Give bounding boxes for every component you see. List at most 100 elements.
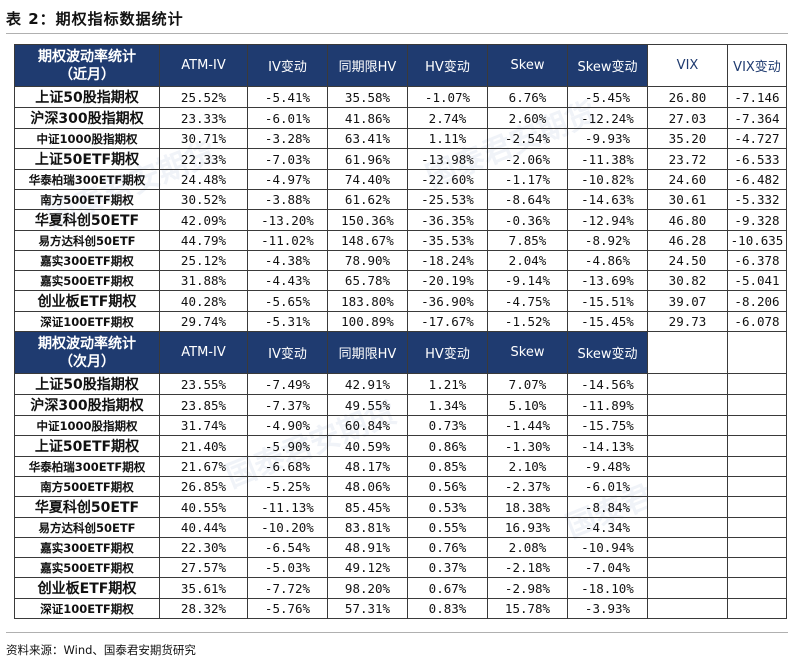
cell-hv: 48.17% bbox=[327, 456, 408, 477]
cell-iv-chg: -5.65% bbox=[247, 290, 328, 312]
cell-iv-chg: -6.01% bbox=[247, 107, 328, 129]
row-label: 华夏科创50ETF bbox=[14, 209, 160, 231]
option-stats-table: 期权波动率统计 （近月） ATM-IV IV变动 同期限HV HV变动 Skew Skew变动… bbox=[14, 44, 787, 619]
near-month-section: 期权波动率统计 （近月） ATM-IV IV变动 同期限HV HV变动 Skew Skew变动… bbox=[14, 44, 787, 332]
caption-divider bbox=[6, 33, 788, 34]
table-row: 深证100ETF期权 29.74% -5.31% 100.89% -17.67% -1.5… bbox=[14, 311, 787, 332]
cell-iv-chg: -4.90% bbox=[247, 415, 328, 436]
cell-hv-chg: 1.11% bbox=[407, 128, 488, 149]
cell-skew: 2.60% bbox=[487, 107, 568, 129]
empty-cell bbox=[727, 476, 787, 497]
cell-vix: 29.73 bbox=[647, 311, 728, 332]
cell-skew-chg: -7.04% bbox=[567, 557, 648, 578]
cell-iv-chg: -11.13% bbox=[247, 496, 328, 518]
cell-hv: 61.96% bbox=[327, 148, 408, 170]
cell-hv: 40.59% bbox=[327, 435, 408, 457]
row-label: 嘉实300ETF期权 bbox=[14, 250, 160, 271]
cell-hv-chg: 0.76% bbox=[407, 537, 488, 558]
table-row: 沪深300股指期权 23.33% -6.01% 41.86% 2.74% 2.60% -12… bbox=[14, 107, 787, 129]
cell-skew: -2.98% bbox=[487, 577, 568, 599]
table-row: 南方500ETF期权 30.52% -3.88% 61.62% -25.53% -8.64… bbox=[14, 189, 787, 210]
table-row: 上证50股指期权 23.55% -7.49% 42.91% 1.21% 7.07% -14.… bbox=[14, 373, 787, 395]
cell-iv-chg: -5.76% bbox=[247, 598, 328, 619]
cell-hv: 63.41% bbox=[327, 128, 408, 149]
empty-cell bbox=[727, 456, 787, 477]
empty-cell bbox=[727, 394, 787, 416]
cell-vix: 46.80 bbox=[647, 209, 728, 231]
cell-atm-iv: 21.67% bbox=[159, 456, 248, 477]
cell-hv-chg: 0.86% bbox=[407, 435, 488, 457]
row-label: 嘉实500ETF期权 bbox=[14, 270, 160, 291]
source-note: 资料来源：Wind、国泰君安期货研究 bbox=[6, 643, 196, 657]
cell-atm-iv: 30.71% bbox=[159, 128, 248, 149]
cell-skew: -1.44% bbox=[487, 415, 568, 436]
column-header: ATM-IV bbox=[159, 331, 248, 374]
cell-skew-chg: -13.69% bbox=[567, 270, 648, 291]
empty-cell bbox=[647, 394, 728, 416]
empty-cell bbox=[727, 577, 787, 599]
column-header: Skew bbox=[487, 331, 568, 374]
cell-vix-chg: -6.533 bbox=[727, 148, 787, 170]
cell-hv-chg: 2.74% bbox=[407, 107, 488, 129]
cell-hv-chg: -13.98% bbox=[407, 148, 488, 170]
header-stat-line1: 期权波动率统计 bbox=[38, 48, 136, 65]
cell-hv: 83.81% bbox=[327, 517, 408, 538]
cell-iv-chg: -5.90% bbox=[247, 435, 328, 457]
cell-atm-iv: 21.40% bbox=[159, 435, 248, 457]
cell-vix: 35.20 bbox=[647, 128, 728, 149]
column-header: 同期限HV bbox=[327, 331, 408, 374]
table-row: 华泰柏瑞300ETF期权 21.67% -6.68% 48.17% 0.85% 2.10%… bbox=[14, 456, 787, 477]
cell-hv: 183.80% bbox=[327, 290, 408, 312]
cell-hv: 49.55% bbox=[327, 394, 408, 416]
empty-cell bbox=[727, 537, 787, 558]
cell-skew: 18.38% bbox=[487, 496, 568, 518]
header-row: 期权波动率统计 （近月） ATM-IV IV变动 同期限HV HV变动 Skew Skew变动… bbox=[14, 44, 787, 87]
table-row: 易方达科创50ETF 44.79% -11.02% 148.67% -35.53% 7.8… bbox=[14, 230, 787, 251]
column-header: VIX bbox=[647, 44, 728, 87]
cell-iv-chg: -4.97% bbox=[247, 169, 328, 190]
cell-atm-iv: 30.52% bbox=[159, 189, 248, 210]
cell-atm-iv: 25.52% bbox=[159, 86, 248, 108]
empty-cell bbox=[727, 415, 787, 436]
header-stat-line1: 期权波动率统计 bbox=[38, 335, 136, 352]
cell-hv-chg: 0.67% bbox=[407, 577, 488, 599]
row-label: 创业板ETF期权 bbox=[14, 290, 160, 312]
row-label: 南方500ETF期权 bbox=[14, 189, 160, 210]
cell-skew-chg: -5.45% bbox=[567, 86, 648, 108]
cell-atm-iv: 40.28% bbox=[159, 290, 248, 312]
cell-hv: 60.84% bbox=[327, 415, 408, 436]
cell-atm-iv: 40.55% bbox=[159, 496, 248, 518]
row-label: 嘉实300ETF期权 bbox=[14, 537, 160, 558]
table-row: 中证1000股指期权 30.71% -3.28% 63.41% 1.11% -2.54% -… bbox=[14, 128, 787, 149]
row-label: 华泰柏瑞300ETF期权 bbox=[14, 456, 160, 477]
cell-hv-chg: 0.73% bbox=[407, 415, 488, 436]
column-header: HV变动 bbox=[407, 44, 488, 87]
header-stat-line2: （次月） bbox=[59, 353, 115, 370]
cell-hv-chg: -36.35% bbox=[407, 209, 488, 231]
cell-hv: 48.91% bbox=[327, 537, 408, 558]
cell-skew-chg: -11.89% bbox=[567, 394, 648, 416]
cell-skew-chg: -3.93% bbox=[567, 598, 648, 619]
cell-skew: 2.10% bbox=[487, 456, 568, 477]
cell-iv-chg: -5.31% bbox=[247, 311, 328, 332]
row-label: 华泰柏瑞300ETF期权 bbox=[14, 169, 160, 190]
cell-atm-iv: 28.32% bbox=[159, 598, 248, 619]
table-row: 沪深300股指期权 23.85% -7.37% 49.55% 1.34% 5.10% -11… bbox=[14, 394, 787, 416]
cell-hv: 74.40% bbox=[327, 169, 408, 190]
row-label: 上证50ETF期权 bbox=[14, 435, 160, 457]
cell-hv: 41.86% bbox=[327, 107, 408, 129]
cell-skew: -1.52% bbox=[487, 311, 568, 332]
empty-cell bbox=[647, 476, 728, 497]
cell-hv-chg: -18.24% bbox=[407, 250, 488, 271]
table-row: 华泰柏瑞300ETF期权 24.48% -4.97% 74.40% -22.60% -1.… bbox=[14, 169, 787, 190]
cell-hv: 85.45% bbox=[327, 496, 408, 518]
cell-hv-chg: 0.53% bbox=[407, 496, 488, 518]
empty-cell bbox=[727, 517, 787, 538]
cell-skew: -2.37% bbox=[487, 476, 568, 497]
empty-cell bbox=[647, 435, 728, 457]
cell-skew: -0.36% bbox=[487, 209, 568, 231]
column-header: IV变动 bbox=[247, 331, 328, 374]
cell-skew-chg: -10.94% bbox=[567, 537, 648, 558]
cell-skew: 2.04% bbox=[487, 250, 568, 271]
empty-cell bbox=[727, 373, 787, 395]
